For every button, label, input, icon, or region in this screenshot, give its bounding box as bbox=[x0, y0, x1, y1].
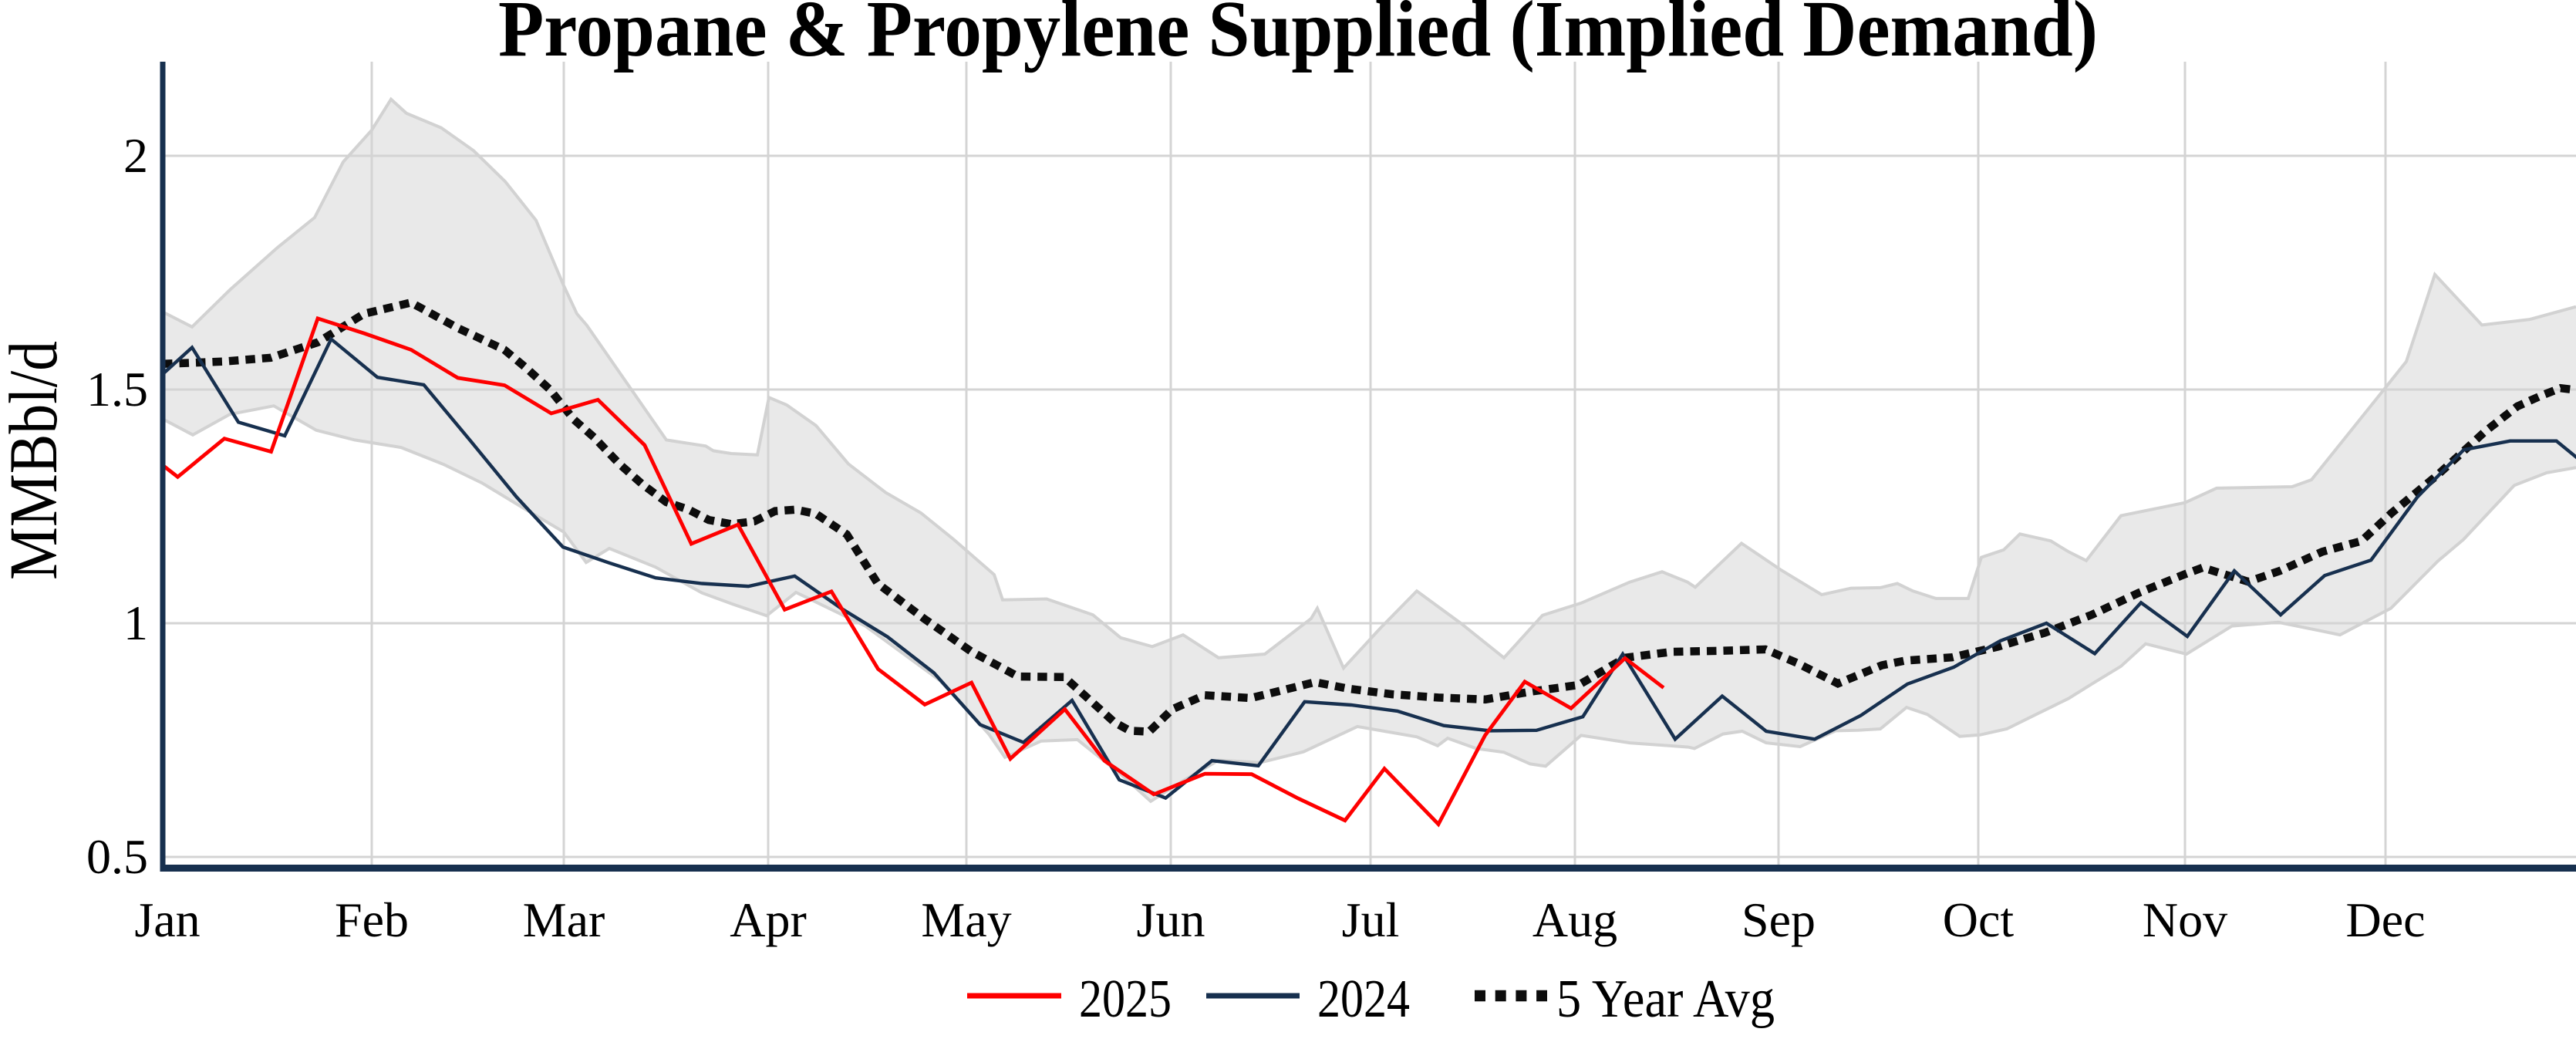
svg-text:5 Year Avg: 5 Year Avg bbox=[1556, 970, 1775, 1029]
svg-text:Apr: Apr bbox=[730, 892, 807, 947]
svg-text:Propane & Propylene Supplied (: Propane & Propylene Supplied (Implied De… bbox=[498, 0, 2098, 73]
svg-text:Sep: Sep bbox=[1741, 892, 1816, 947]
svg-text:2024: 2024 bbox=[1317, 970, 1410, 1029]
svg-text:2025: 2025 bbox=[1079, 970, 1172, 1029]
svg-text:May: May bbox=[921, 892, 1011, 947]
svg-text:1: 1 bbox=[123, 595, 148, 650]
svg-text:MMBbl/d: MMBbl/d bbox=[0, 341, 72, 580]
svg-text:Jul: Jul bbox=[1342, 892, 1400, 947]
svg-text:Jan: Jan bbox=[134, 892, 200, 947]
svg-text:2: 2 bbox=[123, 128, 148, 183]
svg-text:Aug: Aug bbox=[1532, 892, 1617, 947]
svg-text:1.5: 1.5 bbox=[86, 362, 148, 417]
svg-text:Oct: Oct bbox=[1943, 892, 2015, 947]
svg-text:Mar: Mar bbox=[523, 892, 605, 947]
svg-text:Nov: Nov bbox=[2143, 892, 2227, 947]
svg-text:0.5: 0.5 bbox=[86, 829, 148, 884]
svg-text:Feb: Feb bbox=[335, 892, 409, 947]
svg-text:Dec: Dec bbox=[2345, 892, 2425, 947]
svg-text:Jun: Jun bbox=[1137, 892, 1205, 947]
